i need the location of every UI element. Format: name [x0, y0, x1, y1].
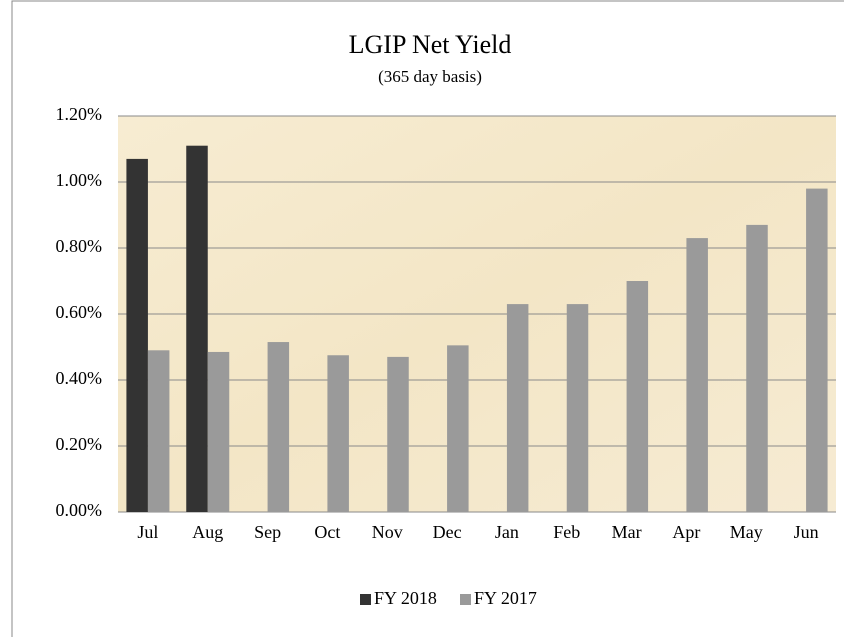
- y-tick-label: 0.40%: [56, 368, 103, 388]
- bar: [126, 158, 148, 512]
- x-tick-label: May: [730, 522, 763, 542]
- x-tick-label: Jul: [137, 522, 158, 542]
- bar: [566, 304, 589, 512]
- x-tick-label: Oct: [314, 522, 340, 542]
- x-tick-label: Jan: [495, 522, 519, 542]
- bar: [746, 224, 768, 512]
- legend-label: FY 2018: [374, 588, 437, 608]
- bar: [806, 188, 828, 512]
- bar: [387, 356, 409, 512]
- bar: [327, 355, 349, 512]
- chart-title: LGIP Net Yield: [349, 30, 512, 59]
- bar: [267, 342, 290, 512]
- frame: [11, 0, 844, 637]
- y-tick-label: 1.20%: [56, 104, 103, 124]
- x-tick-label: Feb: [553, 522, 580, 542]
- legend-label: FY 2017: [474, 588, 537, 608]
- bar: [686, 238, 708, 512]
- bar: [447, 345, 469, 512]
- y-tick-label: 0.80%: [56, 236, 103, 256]
- chart-subtitle: (365 day basis): [378, 67, 482, 86]
- y-tick-label: 0.20%: [56, 434, 103, 454]
- y-tick-label: 1.00%: [56, 170, 103, 190]
- x-tick-label: Mar: [612, 522, 642, 542]
- legend-swatch: [360, 594, 371, 605]
- bar: [506, 304, 529, 512]
- x-tick-label: Apr: [672, 522, 700, 542]
- x-tick-label: Aug: [192, 522, 223, 542]
- y-tick-label: 0.00%: [56, 500, 103, 520]
- y-tick-label: 0.60%: [56, 302, 103, 322]
- bar: [207, 351, 230, 512]
- bar: [186, 145, 208, 512]
- x-tick-label: Sep: [254, 522, 281, 542]
- legend-swatch: [460, 594, 471, 605]
- bar: [147, 350, 170, 512]
- x-tick-label: Dec: [433, 522, 462, 542]
- x-tick-label: Jun: [794, 522, 819, 542]
- x-tick-label: Nov: [372, 522, 403, 542]
- bar: [626, 281, 649, 512]
